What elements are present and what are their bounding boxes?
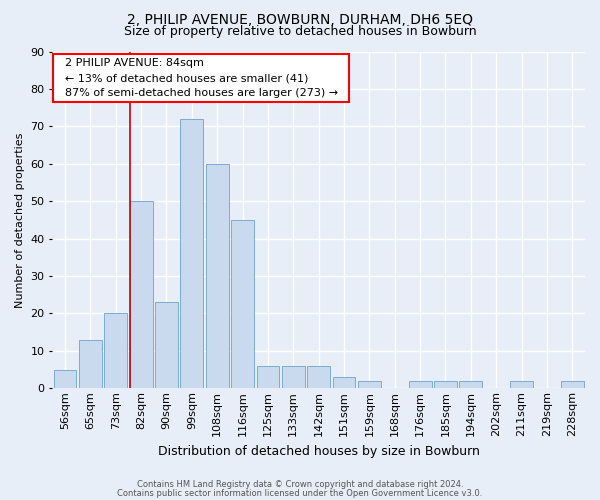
Bar [130, 201, 152, 388]
Text: 2 PHILIP AVENUE: 84sqm  
  ← 13% of detached houses are smaller (41)  
  87% of : 2 PHILIP AVENUE: 84sqm ← 13% of detached… [58, 58, 345, 98]
Bar [561, 381, 584, 388]
Bar [206, 164, 229, 388]
Bar [257, 366, 280, 388]
Bar [181, 119, 203, 388]
Bar [231, 220, 254, 388]
Bar [358, 381, 381, 388]
Text: Size of property relative to detached houses in Bowburn: Size of property relative to detached ho… [124, 25, 476, 38]
Bar [434, 381, 457, 388]
Text: Contains public sector information licensed under the Open Government Licence v3: Contains public sector information licen… [118, 488, 482, 498]
X-axis label: Distribution of detached houses by size in Bowburn: Distribution of detached houses by size … [158, 444, 479, 458]
Bar [155, 302, 178, 388]
Bar [307, 366, 330, 388]
Y-axis label: Number of detached properties: Number of detached properties [15, 132, 25, 308]
Bar [53, 370, 76, 388]
Bar [104, 314, 127, 388]
Bar [460, 381, 482, 388]
Bar [510, 381, 533, 388]
Text: Contains HM Land Registry data © Crown copyright and database right 2024.: Contains HM Land Registry data © Crown c… [137, 480, 463, 489]
Bar [332, 377, 355, 388]
Bar [282, 366, 305, 388]
Bar [79, 340, 102, 388]
Text: 2, PHILIP AVENUE, BOWBURN, DURHAM, DH6 5EQ: 2, PHILIP AVENUE, BOWBURN, DURHAM, DH6 5… [127, 12, 473, 26]
Bar [409, 381, 431, 388]
